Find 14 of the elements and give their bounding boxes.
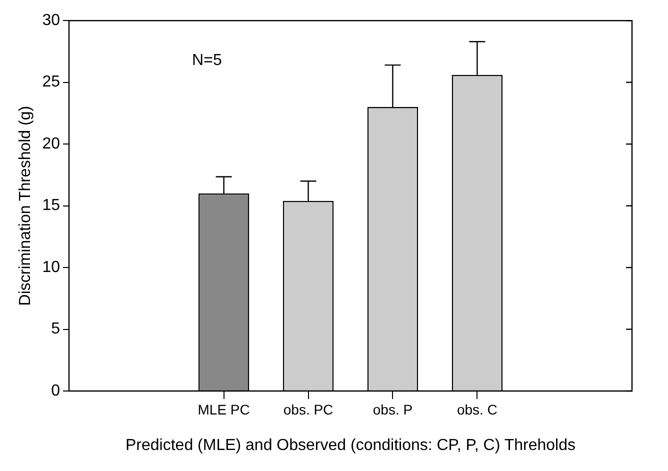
y-tick-label: 0	[51, 382, 60, 400]
x-tick-label: MLE PC	[198, 401, 250, 418]
annotation: N=5	[192, 52, 222, 70]
x-tick-label: obs. C	[456, 401, 498, 418]
x-axis-title: Predicted (MLE) and Observed (conditions: CP, P, C) Threholds	[126, 436, 576, 454]
x-tick-label: obs. PC	[283, 401, 334, 418]
y-tick-label: 15	[42, 197, 60, 214]
x-tick-label: obs. P	[372, 401, 413, 418]
y-tick-label: 20	[42, 135, 60, 152]
y-tick-label: 25	[42, 74, 60, 91]
y-tick-label: 10	[42, 258, 60, 276]
y-tick-label: 30	[42, 12, 60, 30]
y-axis-title: Discrimination Threshold (g)	[17, 106, 34, 306]
y-tick-label: 5	[51, 320, 60, 338]
